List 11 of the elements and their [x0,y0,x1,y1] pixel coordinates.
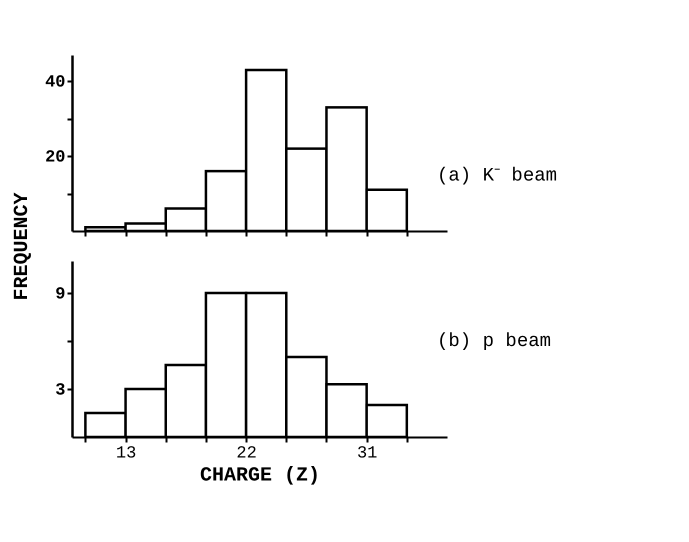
x-tick-label: 31 [356,444,378,464]
y-tick-label: 3 [55,382,66,400]
annotation: (a) K⁻ beam [437,164,558,187]
y-tick-label: 40 [45,74,66,93]
x-axis-title: CHARGE (Z) [200,464,320,488]
x-tick-label: 13 [116,444,136,464]
y-axis-title: FREQUENCY [11,192,34,301]
annotation: (b) p beam [437,330,552,352]
y-tick-label: 9 [55,286,66,304]
x-tick-label: 22 [236,444,257,464]
y-tick-label: 20 [45,148,66,168]
